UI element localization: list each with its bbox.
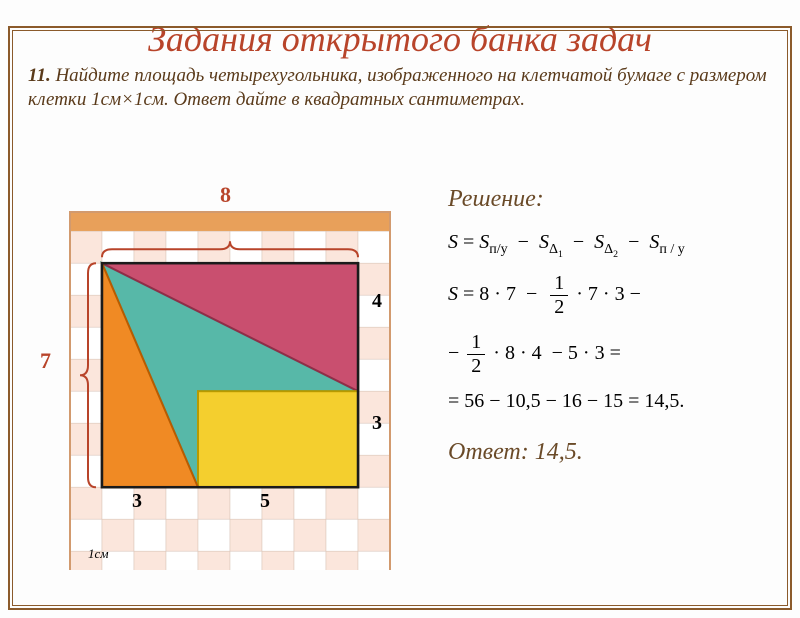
equation-1: S = Sп/у − SΔ1 − SΔ2 − Sп / у: [448, 231, 772, 260]
dim-right-upper: 4: [372, 290, 382, 313]
dim-top: 8: [220, 182, 231, 208]
c2: 10,5: [506, 390, 541, 412]
solution-block: Решение: S = Sп/у − SΔ1 − SΔ2 − Sп / у S…: [448, 186, 772, 466]
grid-figure: [60, 198, 400, 570]
c1: 56: [464, 390, 484, 412]
solution-heading: Решение:: [448, 186, 772, 213]
answer-label: Ответ:: [448, 439, 535, 465]
dim-right-lower: 3: [372, 412, 382, 435]
n-b: 7: [506, 283, 516, 305]
dim-bottom-right: 5: [260, 490, 270, 513]
n-f: 4: [532, 342, 542, 364]
answer-value: 14,5.: [535, 439, 583, 465]
n-a: 8: [479, 283, 489, 305]
n-g: 5: [568, 342, 578, 364]
diagram: 8 7 4 3 3 5 1см: [60, 198, 400, 570]
dim-bottom-left: 3: [132, 490, 142, 513]
answer-line: Ответ: 14,5.: [448, 439, 772, 466]
n-c: 7: [588, 283, 598, 305]
equation-4: = 56 − 10,5 − 16 − 15 = 14,5.: [448, 390, 772, 413]
content-area: 8 7 4 3 3 5 1см Решение: S = Sп/у − SΔ1 …: [28, 186, 772, 598]
n-h: 3: [595, 342, 605, 364]
unit-label: 1см: [88, 546, 109, 562]
c-ans: 14,5: [644, 390, 679, 412]
equation-2: S = 8 · 7 − 12 · 7 · 3 −: [448, 272, 772, 319]
c3: 16: [562, 390, 582, 412]
n-e: 8: [505, 342, 515, 364]
equation-3: − 12 · 8 · 4 − 5 · 3 =: [448, 331, 772, 378]
dim-left: 7: [40, 348, 51, 374]
n-d: 3: [615, 283, 625, 305]
c4: 15: [603, 390, 623, 412]
